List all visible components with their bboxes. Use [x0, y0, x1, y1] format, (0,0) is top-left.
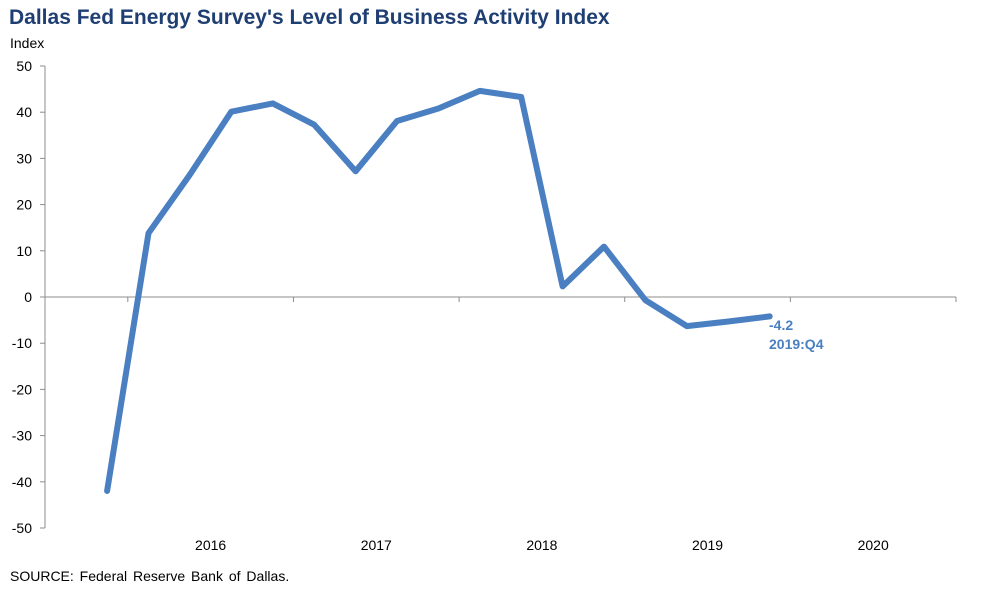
y-tick-label: 40 — [16, 104, 32, 120]
x-tick-label: 2019 — [692, 537, 723, 553]
annotation-period: 2019:Q4 — [769, 336, 824, 352]
y-tick-label: -10 — [12, 335, 32, 351]
y-tick-label: 0 — [24, 289, 32, 305]
y-tick-label: 30 — [16, 150, 32, 166]
series-layer — [104, 87, 773, 494]
x-tick-label: 2017 — [361, 537, 392, 553]
x-tick-label: 2016 — [195, 537, 226, 553]
y-tick-label: -40 — [12, 474, 32, 490]
source-note: SOURCE: Federal Reserve Bank of Dallas. — [10, 568, 290, 584]
axes: 50 40 30 20 10 0 -10 -20 -30 -40 -50 2016 2017 2018 20… — [12, 58, 957, 553]
y-tick-label: -50 — [12, 520, 32, 536]
y-tick-label: 50 — [16, 58, 32, 74]
y-tick-label: -30 — [12, 428, 32, 444]
annotation-value: -4.2 — [769, 317, 793, 333]
y-tick-label: -20 — [12, 381, 32, 397]
y-tick-label: 10 — [16, 243, 32, 259]
series-line — [104, 87, 773, 494]
chart-title: Dallas Fed Energy Survey's Level of Busi… — [9, 6, 610, 29]
y-tick-label: 20 — [16, 197, 32, 213]
x-tick-label: 2020 — [858, 537, 889, 553]
y-axis-label: Index — [10, 35, 44, 51]
x-tick-label: 2018 — [526, 537, 557, 553]
